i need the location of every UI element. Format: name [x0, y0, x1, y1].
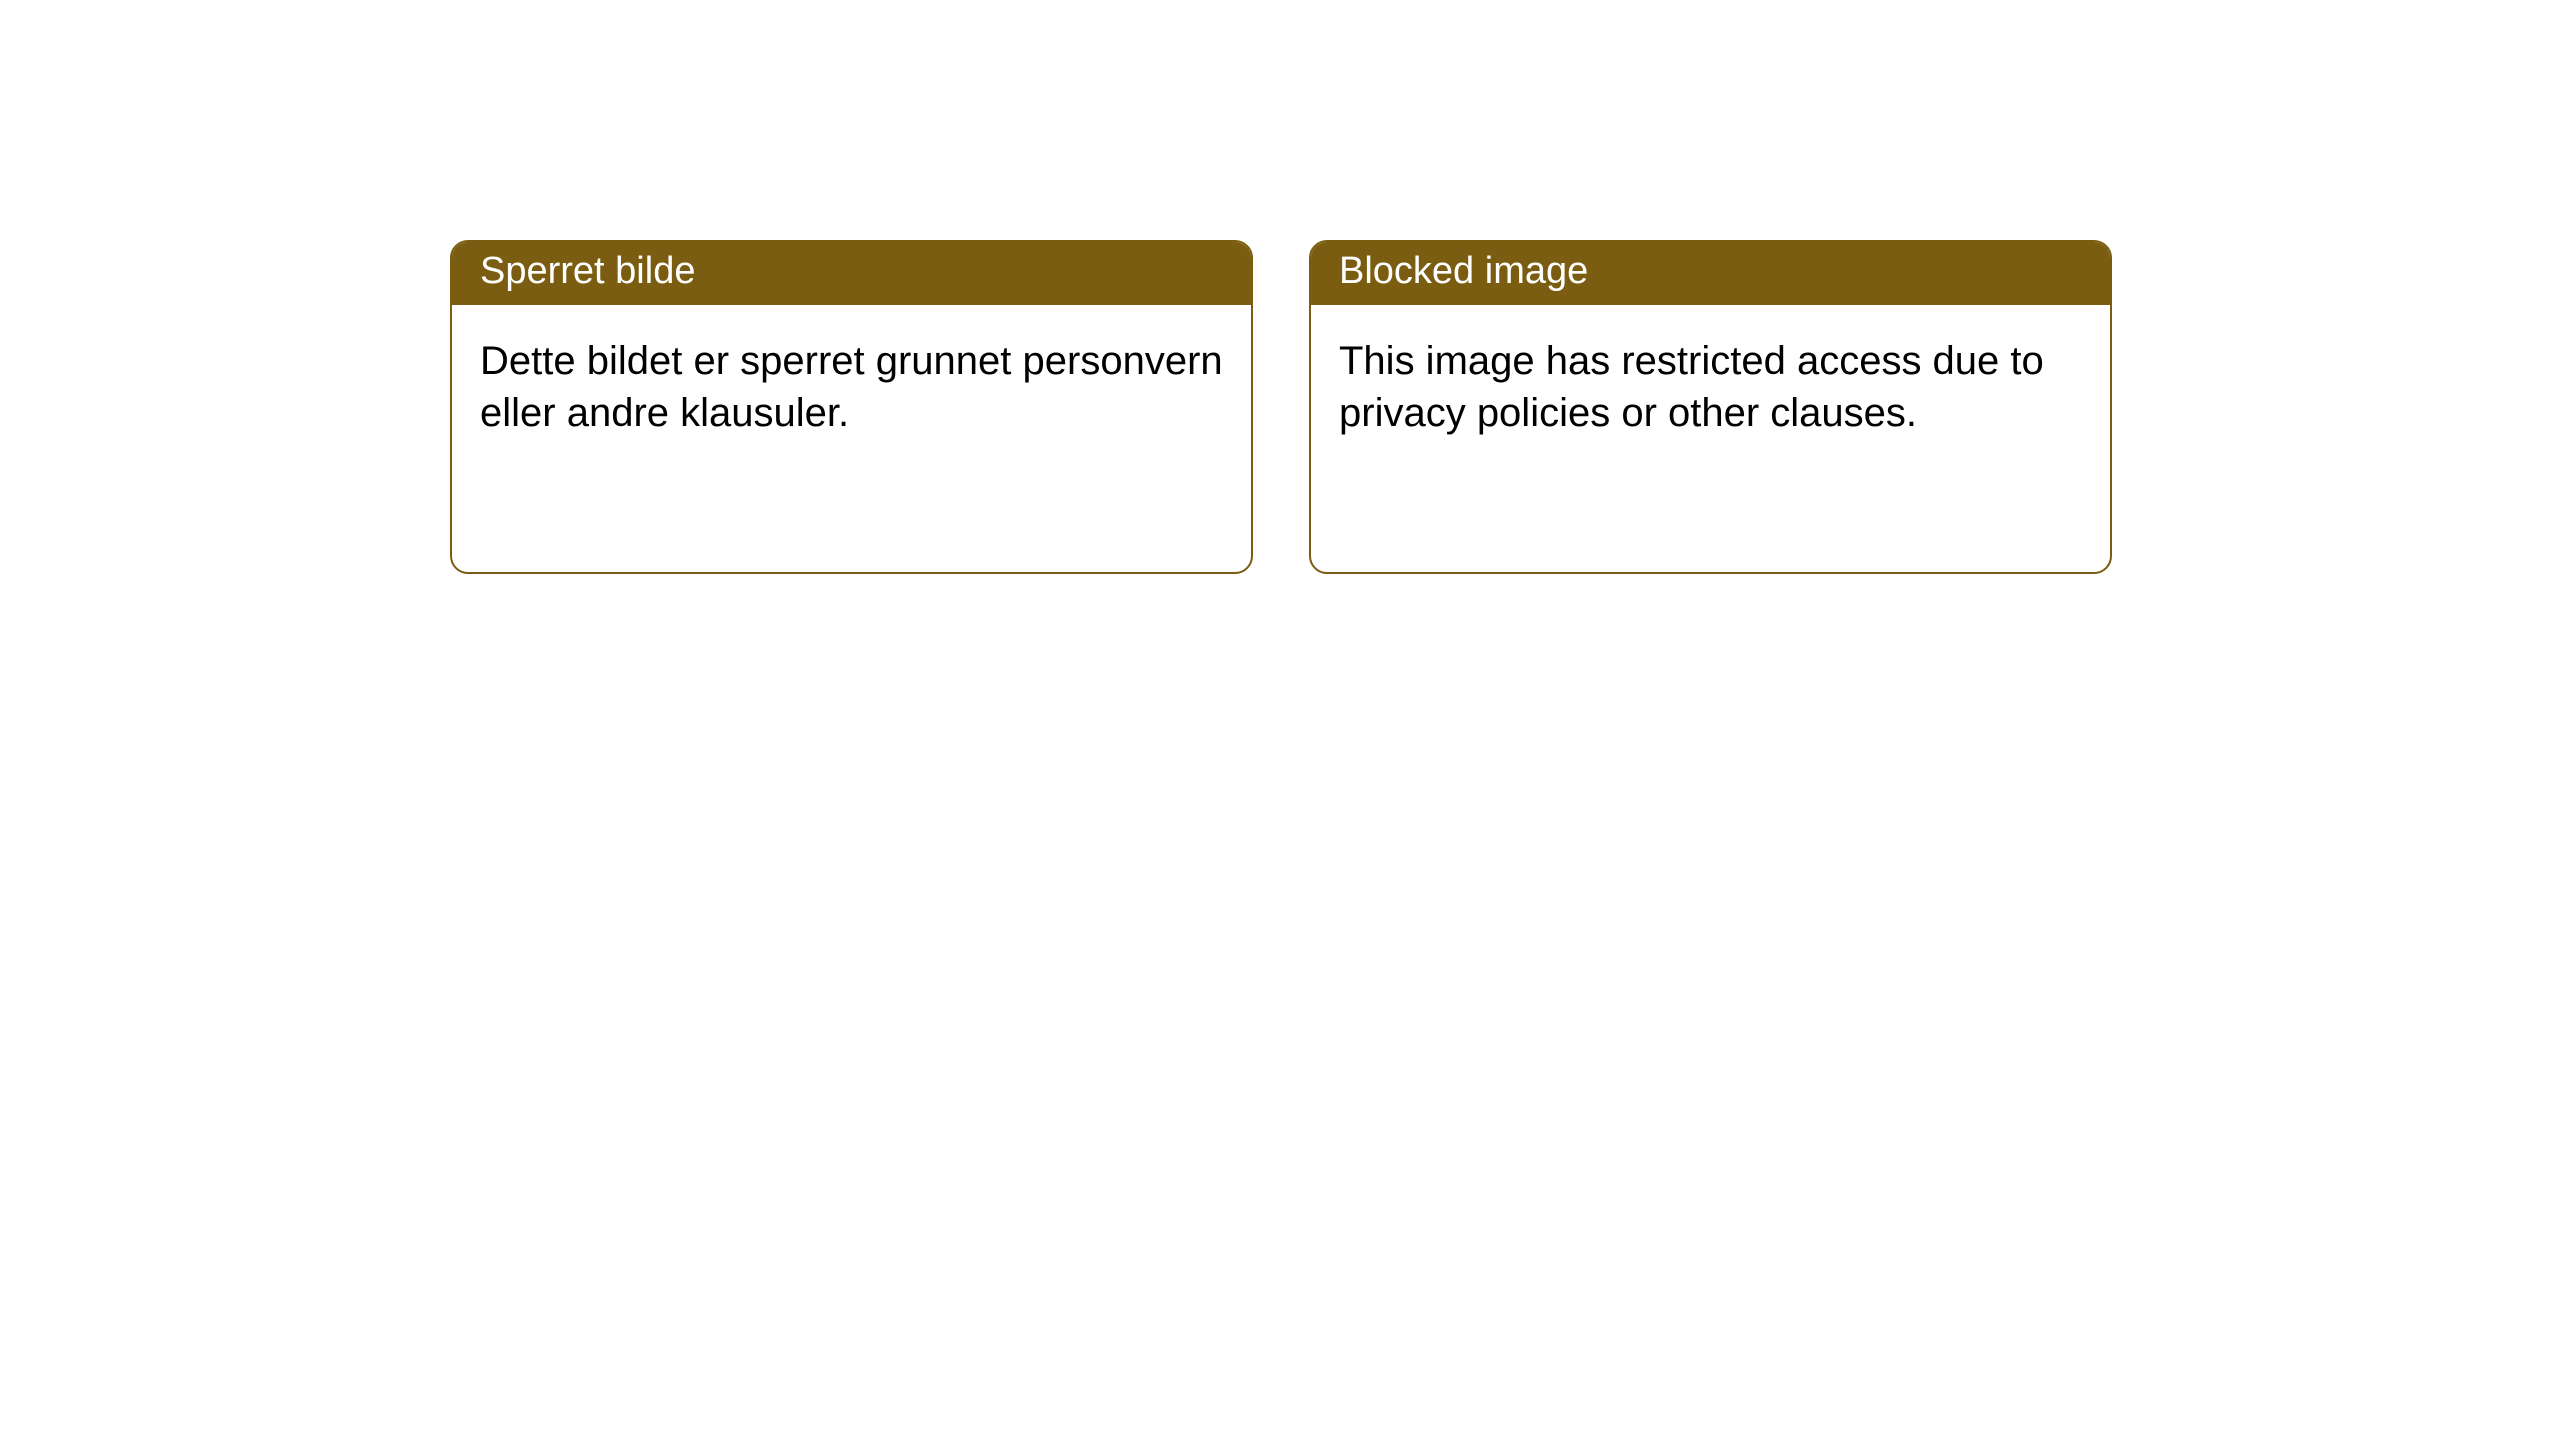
card-body-text: This image has restricted access due to …: [1339, 339, 2044, 435]
card-header: Blocked image: [1311, 242, 2110, 305]
card-title: Sperret bilde: [480, 250, 695, 292]
card-body: Dette bildet er sperret grunnet personve…: [452, 305, 1251, 459]
blocked-image-card-norwegian: Sperret bilde Dette bildet er sperret gr…: [450, 240, 1253, 574]
card-body-text: Dette bildet er sperret grunnet personve…: [480, 339, 1223, 435]
notice-cards-container: Sperret bilde Dette bildet er sperret gr…: [450, 240, 2112, 574]
card-body: This image has restricted access due to …: [1311, 305, 2110, 459]
blocked-image-card-english: Blocked image This image has restricted …: [1309, 240, 2112, 574]
card-title: Blocked image: [1339, 250, 1588, 292]
card-header: Sperret bilde: [452, 242, 1251, 305]
